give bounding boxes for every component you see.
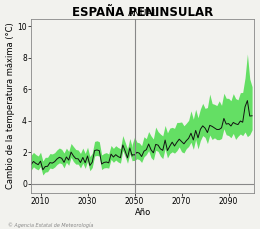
X-axis label: Año: Año	[135, 207, 151, 217]
Title: ESPAÑA PENINSULAR: ESPAÑA PENINSULAR	[72, 5, 213, 19]
Y-axis label: Cambio de la temperatura máxima (°C): Cambio de la temperatura máxima (°C)	[5, 22, 15, 189]
Text: ANUAL: ANUAL	[128, 9, 158, 18]
Text: © Agencia Estatal de Meteorología: © Agencia Estatal de Meteorología	[8, 222, 93, 228]
